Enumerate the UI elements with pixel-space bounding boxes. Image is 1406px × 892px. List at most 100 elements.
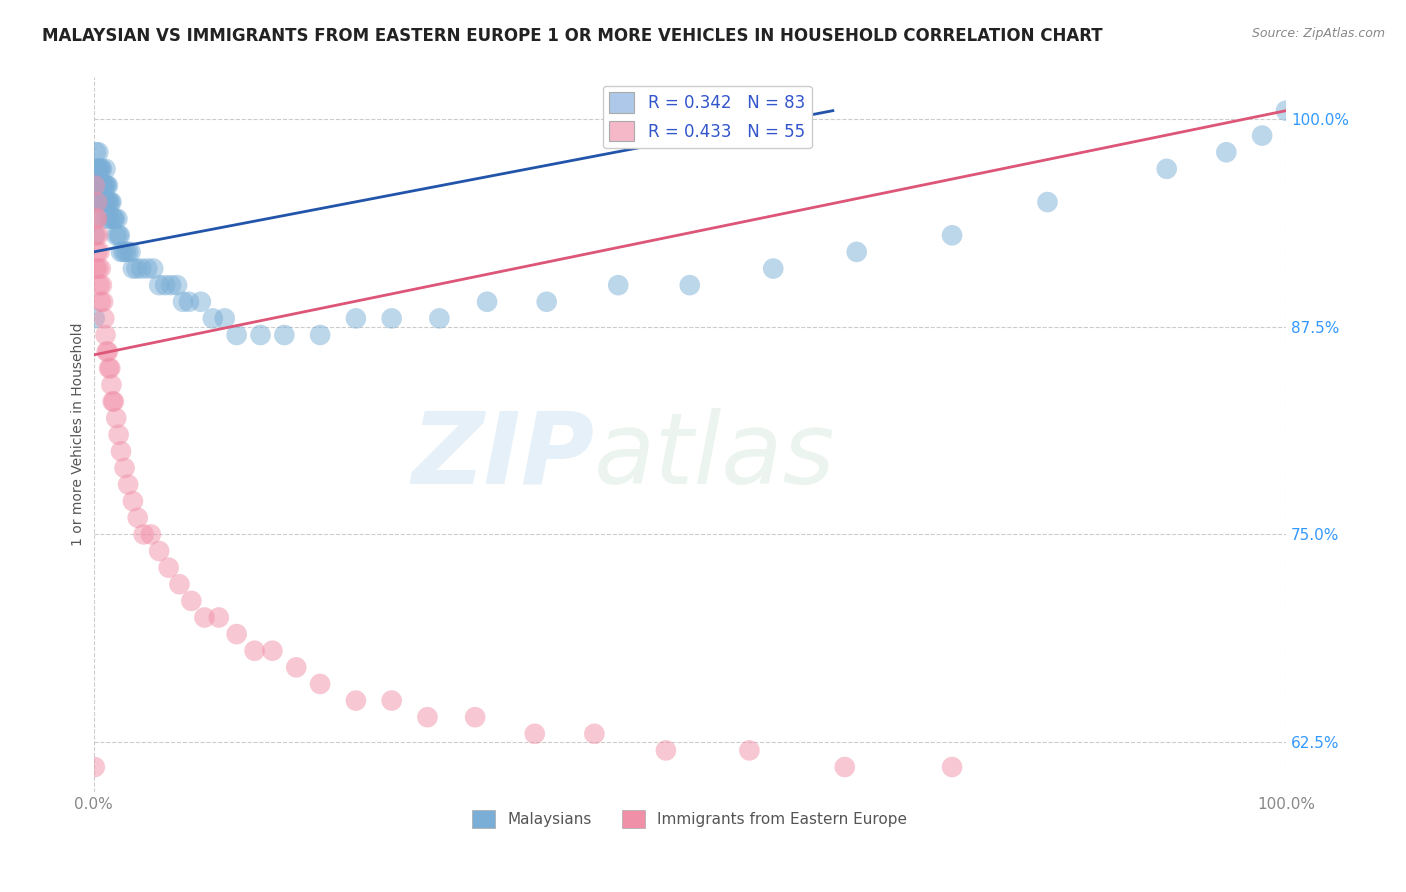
Point: [94, 211, 117, 226]
Point: [160, 278, 183, 293]
Text: Source: ZipAtlas.com: Source: ZipAtlas.com: [1251, 27, 1385, 40]
Point: [834, 760, 856, 774]
Point: [97, 195, 120, 210]
Point: [84, 195, 107, 210]
Point: [86, 178, 108, 193]
Point: [427, 311, 450, 326]
Point: [214, 311, 236, 326]
Point: [941, 760, 963, 774]
Point: [84, 228, 107, 243]
Point: [86, 195, 108, 210]
Point: [93, 311, 115, 326]
Point: [98, 195, 121, 210]
Point: [381, 311, 404, 326]
Point: [90, 195, 112, 210]
Point: [100, 195, 122, 210]
Point: [125, 261, 148, 276]
Point: [83, 195, 105, 210]
Point: [103, 394, 125, 409]
Point: [416, 710, 439, 724]
Point: [104, 211, 127, 226]
Point: [84, 161, 107, 176]
Point: [285, 660, 308, 674]
Point: [1036, 195, 1059, 210]
Point: [122, 494, 145, 508]
Point: [190, 294, 212, 309]
Point: [84, 211, 107, 226]
Point: [96, 195, 118, 210]
Point: [262, 644, 284, 658]
Point: [90, 161, 112, 176]
Point: [83, 311, 105, 326]
Point: [97, 178, 120, 193]
Point: [738, 743, 761, 757]
Point: [91, 195, 114, 210]
Point: [83, 211, 105, 226]
Point: [84, 178, 107, 193]
Point: [1156, 161, 1178, 176]
Point: [91, 294, 114, 309]
Point: [536, 294, 558, 309]
Point: [225, 328, 247, 343]
Point: [93, 178, 115, 193]
Point: [208, 610, 231, 624]
Point: [86, 161, 108, 176]
Point: [96, 344, 118, 359]
Point: [94, 178, 117, 193]
Point: [464, 710, 486, 724]
Point: [89, 244, 111, 259]
Point: [98, 361, 121, 376]
Point: [193, 610, 215, 624]
Point: [169, 577, 191, 591]
Point: [679, 278, 702, 293]
Point: [845, 244, 868, 259]
Point: [107, 228, 129, 243]
Point: [90, 261, 112, 276]
Point: [100, 377, 122, 392]
Point: [90, 178, 112, 193]
Point: [86, 211, 108, 226]
Point: [103, 211, 125, 226]
Point: [91, 178, 114, 193]
Point: [177, 294, 200, 309]
Point: [86, 244, 108, 259]
Point: [105, 411, 128, 425]
Point: [110, 244, 132, 259]
Point: [941, 228, 963, 243]
Point: [122, 261, 145, 276]
Point: [129, 261, 152, 276]
Point: [83, 178, 105, 193]
Point: [83, 228, 105, 243]
Point: [90, 278, 112, 293]
Point: [98, 211, 121, 226]
Point: [148, 544, 170, 558]
Point: [107, 211, 129, 226]
Point: [762, 261, 785, 276]
Point: [148, 278, 170, 293]
Point: [83, 760, 105, 774]
Point: [1215, 145, 1237, 160]
Point: [655, 743, 678, 757]
Point: [201, 311, 224, 326]
Point: [86, 195, 108, 210]
Point: [132, 527, 155, 541]
Point: [1275, 103, 1298, 118]
Point: [180, 594, 202, 608]
Point: [96, 178, 118, 193]
Point: [139, 527, 162, 541]
Point: [142, 261, 165, 276]
Point: [475, 294, 498, 309]
Legend: Malaysians, Immigrants from Eastern Europe: Malaysians, Immigrants from Eastern Euro…: [465, 804, 914, 834]
Point: [117, 477, 139, 491]
Point: [117, 244, 139, 259]
Point: [98, 195, 121, 210]
Point: [94, 161, 117, 176]
Point: [127, 510, 149, 524]
Point: [309, 328, 332, 343]
Point: [249, 328, 271, 343]
Point: [89, 178, 111, 193]
Point: [87, 145, 110, 160]
Point: [101, 394, 124, 409]
Point: [94, 328, 117, 343]
Point: [98, 361, 121, 376]
